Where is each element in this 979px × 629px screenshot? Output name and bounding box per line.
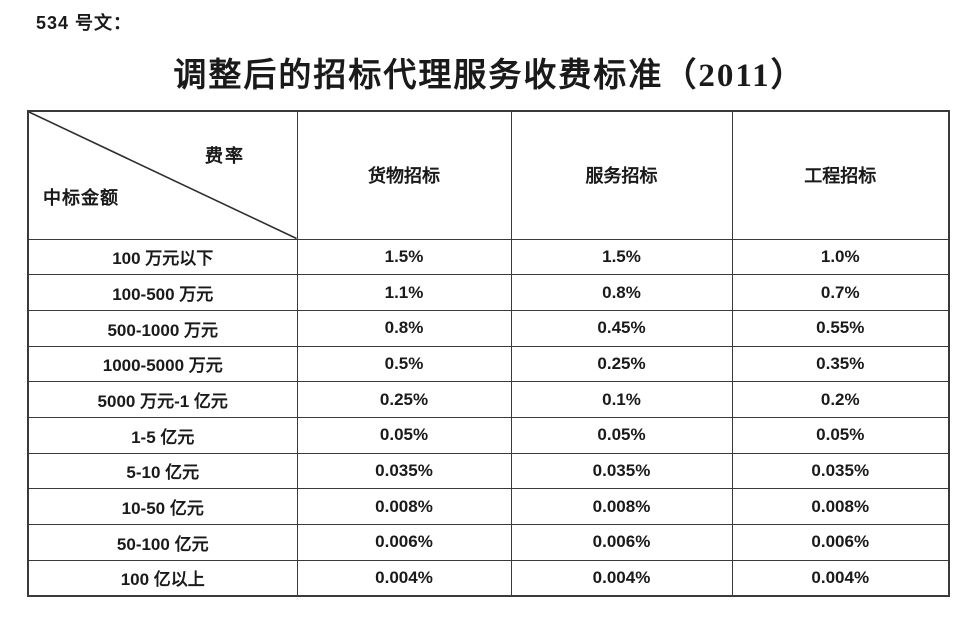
rate-cell-goods: 0.006% (296, 524, 512, 561)
rate-cell-engineering: 0.006% (731, 524, 950, 561)
rate-cell-services: 0.035% (510, 452, 733, 490)
table-row: 100 亿以上 0.004% 0.004% 0.004% (27, 559, 950, 597)
fee-table-container: 费率 中标金额 货物招标 服务招标 工程招标 100 万元以下 1.5% 1.5… (27, 110, 950, 597)
table-body: 100 万元以下 1.5% 1.5% 1.0% 100-500 万元 1.1% … (27, 238, 950, 597)
table-row: 50-100 亿元 0.006% 0.006% 0.006% (27, 524, 950, 561)
corner-header-cell: 费率 中标金额 (27, 110, 298, 240)
doc-number-label: 534 号文： (36, 13, 133, 33)
amount-range-cell: 1-5 亿元 (27, 416, 298, 454)
rate-cell-engineering: 0.05% (731, 416, 950, 454)
rate-cell-services: 0.008% (510, 488, 733, 525)
rate-cell-engineering: 0.55% (731, 309, 950, 347)
table-row: 5-10 亿元 0.035% 0.035% 0.035% (27, 452, 950, 490)
rate-cell-goods: 0.5% (296, 345, 512, 383)
column-header-engineering-tender: 工程招标 (731, 110, 950, 240)
corner-label-award-amount: 中标金额 (43, 188, 119, 208)
rate-cell-engineering: 0.008% (731, 488, 950, 525)
rate-cell-services: 0.05% (510, 416, 733, 454)
table-row: 1000-5000 万元 0.5% 0.25% 0.35% (27, 345, 950, 383)
rate-cell-goods: 0.8% (296, 309, 512, 347)
amount-range-cell: 10-50 亿元 (27, 488, 298, 525)
amount-range-cell: 5-10 亿元 (27, 452, 298, 490)
amount-range-cell: 100 万元以下 (27, 238, 298, 276)
rate-cell-services: 0.006% (510, 524, 733, 561)
page-title: 调整后的招标代理服务收费标准（2011） (173, 58, 806, 94)
corner-label-fee-rate: 费率 (205, 146, 245, 166)
rate-cell-engineering: 0.7% (731, 274, 950, 311)
rate-cell-engineering: 0.35% (731, 345, 950, 383)
table-row: 100-500 万元 1.1% 0.8% 0.7% (27, 274, 950, 311)
rate-cell-engineering: 1.0% (731, 238, 950, 276)
rate-cell-services: 0.1% (510, 381, 733, 418)
rate-cell-goods: 0.035% (296, 452, 512, 490)
rate-cell-engineering: 0.004% (731, 559, 950, 597)
diagonal-divider-line (29, 112, 297, 239)
table-row: 1-5 亿元 0.05% 0.05% 0.05% (27, 416, 950, 454)
rate-cell-goods: 0.05% (296, 416, 512, 454)
amount-range-cell: 5000 万元-1 亿元 (27, 381, 298, 418)
column-header-goods-tender: 货物招标 (296, 110, 512, 240)
rate-cell-goods: 1.1% (296, 274, 512, 311)
table-header-row: 费率 中标金额 货物招标 服务招标 工程招标 (27, 110, 950, 240)
rate-cell-engineering: 0.2% (731, 381, 950, 418)
amount-range-cell: 50-100 亿元 (27, 524, 298, 561)
rate-cell-services: 0.8% (510, 274, 733, 311)
amount-range-cell: 1000-5000 万元 (27, 345, 298, 383)
rate-cell-goods: 0.008% (296, 488, 512, 525)
column-header-service-tender: 服务招标 (510, 110, 733, 240)
table-row: 500-1000 万元 0.8% 0.45% 0.55% (27, 309, 950, 347)
amount-range-cell: 100-500 万元 (27, 274, 298, 311)
rate-cell-goods: 0.004% (296, 559, 512, 597)
table-row: 100 万元以下 1.5% 1.5% 1.0% (27, 238, 950, 276)
rate-cell-services: 1.5% (510, 238, 733, 276)
table-row: 5000 万元-1 亿元 0.25% 0.1% 0.2% (27, 381, 950, 418)
amount-range-cell: 100 亿以上 (27, 559, 298, 597)
amount-range-cell: 500-1000 万元 (27, 309, 298, 347)
rate-cell-services: 0.004% (510, 559, 733, 597)
rate-cell-engineering: 0.035% (731, 452, 950, 490)
table-row: 10-50 亿元 0.008% 0.008% 0.008% (27, 488, 950, 525)
rate-cell-goods: 0.25% (296, 381, 512, 418)
rate-cell-goods: 1.5% (296, 238, 512, 276)
fee-rate-table: 费率 中标金额 货物招标 服务招标 工程招标 100 万元以下 1.5% 1.5… (27, 110, 950, 597)
rate-cell-services: 0.45% (510, 309, 733, 347)
rate-cell-services: 0.25% (510, 345, 733, 383)
